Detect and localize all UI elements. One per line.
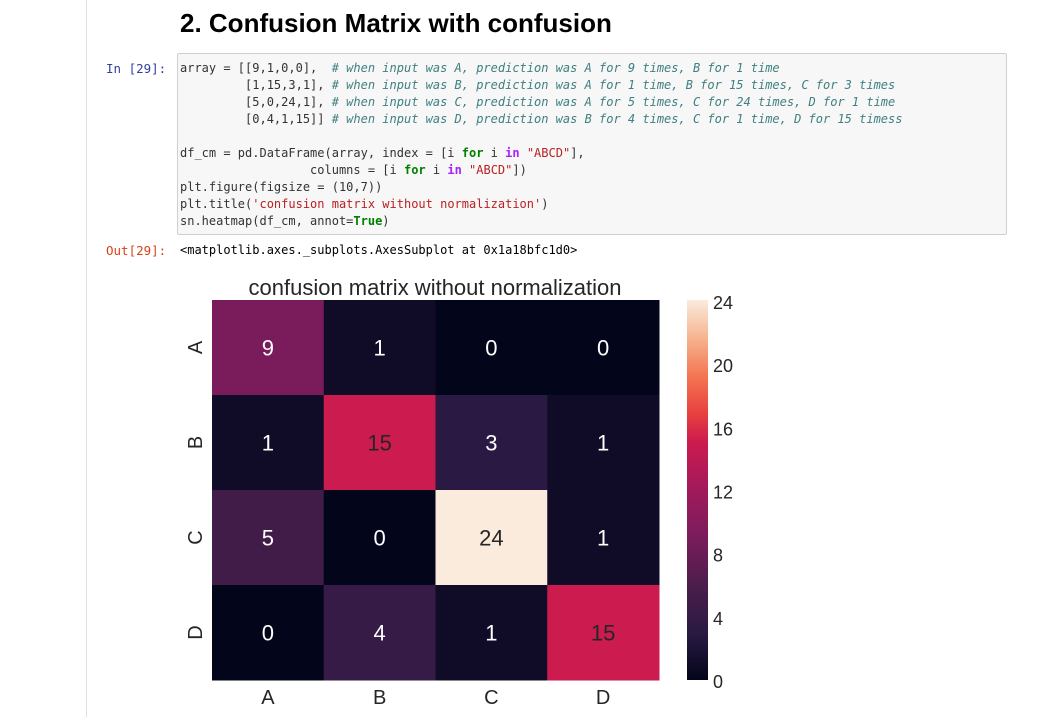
code-token: "ABCD"	[526, 146, 571, 160]
code-token: i	[425, 163, 448, 177]
heatmap-cell	[547, 490, 660, 586]
section-heading: 2. Confusion Matrix with confusion	[180, 8, 612, 38]
colorbar-tick-label: 16	[713, 419, 733, 439]
code-line: sn.heatmap(df_cm, annot=True)	[180, 213, 390, 230]
chart-title: confusion matrix without normalization	[249, 275, 622, 300]
code-token: ])	[512, 163, 527, 177]
colorbar	[687, 300, 708, 680]
code-token: for	[403, 163, 426, 177]
cell-annotation: 1	[597, 431, 609, 456]
code-token: [5,0,24,1],	[180, 95, 332, 109]
cell-annotation: 1	[374, 336, 386, 361]
heatmap-cell	[323, 490, 436, 586]
heatmap-cell	[323, 395, 436, 491]
code-line: plt.figure(figsize = (10,7))	[180, 179, 382, 196]
code-token: plt.figure(figsize = (10,7))	[180, 180, 383, 194]
cell-annotation: 0	[262, 621, 274, 646]
cell-annotation: 5	[262, 526, 274, 551]
column-label: C	[484, 687, 498, 709]
heatmap-cell	[212, 585, 325, 681]
code-line: array = [[9,1,0,0], # when input was A, …	[180, 60, 780, 77]
output-text: <matplotlib.axes._subplots.AxesSubplot a…	[180, 243, 578, 257]
code-line: [5,0,24,1], # when input was C, predicti…	[180, 94, 895, 111]
notebook-left-border	[86, 0, 87, 717]
cell-annotation: 1	[485, 621, 497, 646]
column-label: B	[373, 687, 386, 709]
heatmap-cell	[435, 395, 548, 491]
code-token: True	[353, 214, 383, 228]
code-line: columns = [i for i in "ABCD"])	[180, 162, 527, 179]
input-prompt: In [29]:	[106, 61, 167, 76]
code-line: plt.title('confusion matrix without norm…	[180, 196, 548, 213]
colorbar-tick-label: 24	[713, 293, 733, 313]
code-token: i	[483, 146, 506, 160]
code-token: [1,15,3,1],	[180, 78, 332, 92]
code-token: array = [[9,1,0,0],	[180, 61, 332, 75]
code-token: # when input was B, prediction was A for…	[331, 78, 896, 92]
code-token: df_cm = pd.DataFrame(array, index = [i	[180, 146, 462, 160]
code-token: sn.heatmap(df_cm, annot=	[180, 214, 354, 228]
cell-annotation: 0	[374, 526, 386, 551]
cell-annotation: 24	[479, 526, 503, 551]
cell-annotation: 4	[374, 621, 386, 646]
cell-annotation: 1	[597, 526, 609, 551]
row-label: D	[185, 625, 207, 639]
code-line: [1,15,3,1], # when input was B, predicti…	[180, 77, 895, 94]
heatmap-cell	[323, 300, 436, 396]
heatmap-cell	[547, 585, 660, 681]
code-token: )	[541, 197, 549, 211]
row-label: A	[185, 340, 207, 354]
cell-annotation: 15	[591, 621, 615, 646]
output-prompt: Out[29]:	[106, 243, 167, 258]
code-token: # when input was C, prediction was A for…	[331, 95, 896, 109]
colorbar-tick-label: 8	[713, 546, 723, 566]
heatmap-cell	[212, 395, 325, 491]
heatmap-cell	[547, 300, 660, 396]
column-label: D	[596, 687, 610, 709]
code-cell-editor[interactable]	[177, 53, 1007, 235]
code-token: )	[382, 214, 390, 228]
heatmap-cell	[212, 490, 325, 586]
heatmap-cell	[435, 490, 548, 586]
cell-annotation: 1	[262, 431, 274, 456]
heatmap-cell	[435, 300, 548, 396]
code-token: [0,4,1,15]]	[180, 112, 332, 126]
cell-annotation: 9	[262, 336, 274, 361]
heatmap-cell	[212, 300, 325, 396]
code-token: in	[447, 163, 462, 177]
cell-annotation: 0	[485, 336, 497, 361]
heatmap-cell	[435, 585, 548, 681]
cell-annotation: 3	[485, 431, 497, 456]
column-label: A	[261, 687, 275, 709]
code-token: plt.title(	[180, 197, 253, 211]
code-token: # when input was A, prediction was A for…	[331, 61, 780, 75]
colorbar-tick-label: 12	[713, 483, 733, 503]
code-token: "ABCD"	[469, 163, 513, 177]
code-token: columns = [i	[180, 163, 404, 177]
row-label: C	[185, 530, 207, 544]
heatmap-cell	[547, 395, 660, 491]
code-token: # when input was D, prediction was B for…	[331, 112, 903, 126]
code-token: 'confusion matrix without normalization'	[252, 197, 542, 211]
code-token: ],	[570, 146, 585, 160]
code-line: df_cm = pd.DataFrame(array, index = [i f…	[180, 145, 585, 162]
colorbar-tick-label: 0	[713, 672, 723, 692]
code-line: [0,4,1,15]] # when input was D, predicti…	[180, 111, 902, 128]
cell-annotation: 15	[367, 431, 391, 456]
row-label: B	[185, 436, 207, 449]
heatmap-cell	[323, 585, 436, 681]
code-token: in	[505, 146, 520, 160]
colorbar-tick-label: 4	[713, 609, 723, 629]
cell-annotation: 0	[597, 336, 609, 361]
colorbar-tick-label: 20	[713, 356, 733, 376]
code-token: for	[461, 146, 484, 160]
